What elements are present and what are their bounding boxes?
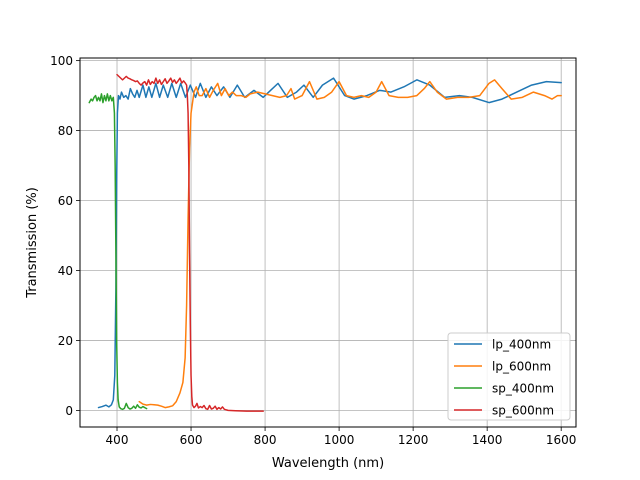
legend-label: lp_400nm [492,338,551,352]
legend-label: sp_400nm [492,382,554,396]
x-tick-label: 400 [106,433,129,447]
x-tick-label: 800 [254,433,277,447]
plot-frame [79,57,577,428]
x-tick-label: 1200 [398,433,429,447]
y-tick-label: 20 [58,334,73,348]
series-line-sp_600nm [116,73,264,412]
axis-ticks: 400 600 800 1000 1200 1400 1600 0 20 40 60 80 100 [50,54,576,447]
data-series-lines [88,73,562,412]
y-axis-label: Transmission (%) [25,187,40,299]
y-tick-label: 0 [65,404,73,418]
series-line-lp_600nm [138,79,562,409]
x-axis-label: Wavelength (nm) [272,456,384,471]
legend: lp_400nm lp_600nm sp_400nm sp_600nm [447,332,571,421]
x-tick-label: 1600 [546,433,577,447]
legend-frame [447,332,571,421]
legend-label: sp_600nm [492,404,554,418]
y-tick-label: 80 [58,124,73,138]
x-tick-label: 1400 [472,433,503,447]
y-tick-label: 100 [50,54,73,68]
x-tick-label: 1000 [324,433,355,447]
y-tick-label: 40 [58,264,73,278]
series-line-sp_400nm [88,93,148,411]
y-tick-label: 60 [58,194,73,208]
legend-label: lp_600nm [492,360,551,374]
grid-lines [80,58,576,427]
x-tick-label: 600 [180,433,203,447]
